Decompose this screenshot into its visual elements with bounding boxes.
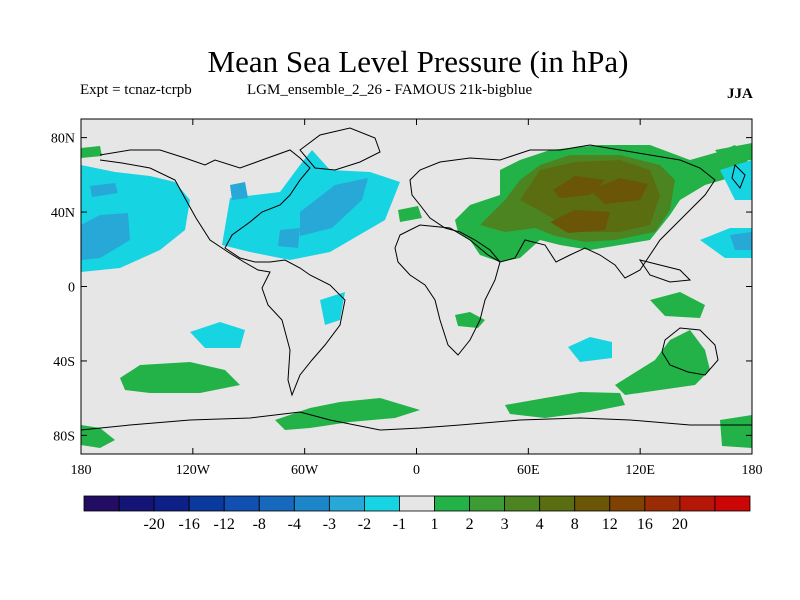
anomaly-region [650, 292, 705, 318]
anomaly-region [720, 160, 752, 200]
anomaly-region [300, 178, 368, 236]
colorbar-swatch [83, 495, 120, 512]
y-tick-label: 40N [51, 206, 75, 221]
colorbar-swatch [188, 495, 225, 512]
x-tick-label: 0 [413, 463, 420, 478]
coastline [661, 327, 719, 376]
anomaly-region [730, 232, 752, 250]
anomaly-region [81, 213, 130, 260]
anomaly-region [275, 398, 420, 430]
colorbar-swatch [574, 495, 611, 512]
coastline [394, 224, 501, 356]
colorbar-swatch [399, 495, 435, 512]
x-tick-label: 180 [71, 463, 92, 478]
anomaly-region [278, 228, 300, 248]
colorbar-swatch [644, 495, 681, 512]
colorbar-swatch [258, 495, 295, 512]
coastline [99, 149, 346, 397]
coastline [299, 127, 381, 171]
colorbar-swatch [364, 495, 400, 512]
x-tick-label: 60E [517, 463, 540, 478]
colorbar-label: -8 [253, 516, 266, 533]
colorbar-label: 16 [637, 516, 653, 533]
season-label: JJA [727, 86, 753, 102]
anomaly-region [520, 160, 660, 232]
anomaly-region [590, 178, 648, 204]
anomaly-region [320, 292, 345, 325]
colorbar-swatch [679, 495, 716, 512]
anomaly-region [715, 143, 752, 162]
x-tick-label: 120E [625, 463, 655, 478]
colorbar-label: -20 [143, 516, 164, 533]
colorbar-label: -4 [288, 516, 301, 533]
colorbar-swatch [504, 495, 541, 512]
colorbar-label: -12 [214, 516, 235, 533]
anomaly-region [615, 330, 710, 395]
colorbar-label: -16 [178, 516, 199, 533]
anomaly-region [505, 392, 625, 418]
colorbar-swatch [469, 495, 506, 512]
colorbar-swatch [153, 495, 190, 512]
colorbar-label: -1 [393, 516, 406, 533]
colorbar-label: 2 [466, 516, 474, 533]
x-tick-label: 120W [176, 463, 211, 478]
anomaly-region [81, 146, 102, 158]
anomaly-region [568, 337, 612, 362]
coastline [409, 144, 716, 279]
coastline [638, 259, 692, 283]
colorbar-swatch [118, 495, 155, 512]
anomaly-region [553, 176, 605, 198]
colorbar-swatch [539, 495, 576, 512]
colorbar-swatch [434, 495, 470, 512]
y-tick-label: 80N [51, 132, 75, 147]
colorbar-label: 8 [571, 516, 579, 533]
colorbar-label: 4 [536, 516, 544, 533]
anomaly-region [230, 182, 248, 200]
x-tick-label: 180 [742, 463, 763, 478]
coastline [731, 164, 746, 189]
y-tick-label: 80S [53, 429, 75, 444]
anomaly-region [190, 322, 245, 348]
colorbar-swatch [609, 495, 646, 512]
anomaly-region [81, 425, 115, 448]
colorbar-label: 12 [602, 516, 618, 533]
colorbar-swatch [223, 495, 260, 512]
anomaly-region [398, 206, 422, 222]
anomaly-region [120, 362, 240, 393]
colorbar-swatch [714, 495, 751, 512]
anomaly-region [550, 210, 610, 233]
colorbar-label: -2 [358, 516, 371, 533]
colorbar-label: 20 [672, 516, 688, 533]
run-label: LGM_ensemble_2_26 - FAMOUS 21k-bigblue [247, 82, 533, 98]
experiment-label: Expt = tcnaz-tcrpb [80, 82, 192, 98]
y-tick-label: 0 [68, 281, 75, 296]
colorbar-label: -3 [323, 516, 336, 533]
colorbar-swatch [293, 495, 330, 512]
colorbar-label: 3 [501, 516, 509, 533]
colorbar-label: 1 [431, 516, 439, 533]
anomaly-region [90, 183, 118, 197]
coastline [81, 411, 752, 431]
x-tick-label: 60W [291, 463, 319, 478]
colorbar-swatch [328, 495, 365, 512]
anomaly-region [720, 415, 752, 448]
y-tick-label: 40S [53, 355, 75, 370]
plot-title: Mean Sea Level Pressure (in hPa) [207, 44, 629, 79]
